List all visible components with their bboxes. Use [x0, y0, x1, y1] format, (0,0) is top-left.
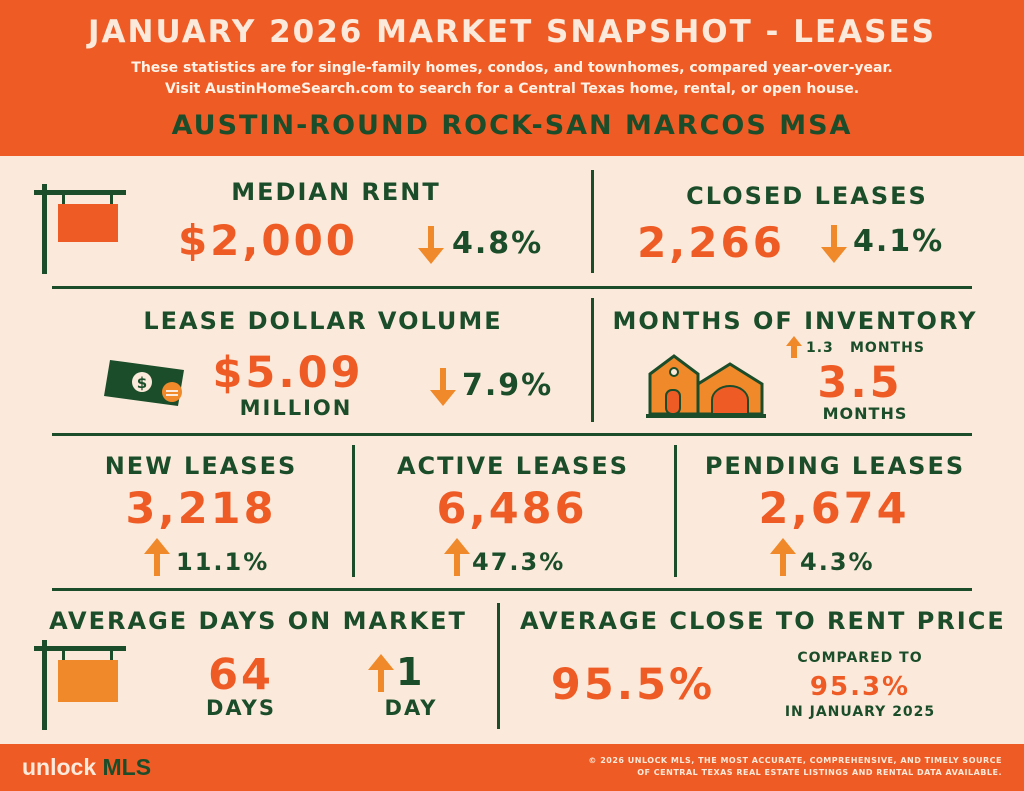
arrow-up-icon — [144, 538, 170, 576]
lease-dollar-volume-change: 7.9% — [462, 368, 554, 403]
avg-close-to-rent-value: 95.5% — [550, 660, 716, 710]
avg-days-on-market-label: AVERAGE DAYS ON MARKET — [49, 607, 467, 635]
region-title: AUSTIN-ROUND ROCK-SAN MARCOS MSA — [171, 110, 853, 141]
footer-banner: unlock MLS © 2026 UNLOCK MLS, THE MOST A… — [0, 744, 1024, 791]
unlock-mls-logo: unlock MLS — [22, 754, 151, 781]
closed-leases-label: CLOSED LEASES — [686, 182, 928, 210]
active-leases-value: 6,486 — [436, 484, 588, 534]
copyright-line-1: © 2026 UNLOCK MLS, THE MOST ACCURATE, CO… — [588, 756, 1002, 765]
arrow-up-icon — [368, 654, 394, 692]
avg-days-on-market-unit: DAYS — [205, 696, 276, 720]
subtitle-line-1: These statistics are for single-family h… — [131, 60, 893, 76]
house-icon — [646, 354, 766, 418]
pending-leases-change: 4.3% — [800, 548, 875, 576]
arrow-up-icon — [444, 538, 470, 576]
avg-days-on-market-change-unit: DAY — [384, 696, 438, 720]
divider — [674, 445, 677, 577]
pending-leases-label: PENDING LEASES — [704, 452, 966, 480]
lease-dollar-volume-label: LEASE DOLLAR VOLUME — [143, 307, 503, 335]
new-leases-value: 3,218 — [125, 484, 277, 534]
arrow-down-icon — [821, 225, 847, 263]
arrow-down-icon — [430, 368, 456, 406]
logo-mls: MLS — [102, 754, 152, 780]
logo-unlock: unlock — [22, 754, 97, 780]
divider — [591, 298, 594, 422]
active-leases-change: 47.3% — [472, 548, 566, 576]
divider — [52, 433, 972, 436]
divider — [352, 445, 355, 577]
pending-leases-value: 2,674 — [758, 484, 910, 534]
hanging-sign-icon — [34, 640, 126, 730]
compared-value: 95.3% — [809, 672, 911, 702]
svg-text:$: $ — [137, 374, 147, 392]
compared-to-label: COMPARED TO — [797, 650, 923, 666]
lease-dollar-volume-value: $5.09 — [212, 348, 364, 398]
lease-dollar-volume-unit: MILLION — [239, 396, 353, 420]
header-banner: JANUARY 2026 MARKET SNAPSHOT - LEASES Th… — [0, 0, 1024, 156]
arrow-down-icon — [418, 226, 444, 264]
months-of-inventory-change-unit: MONTHS — [850, 340, 925, 356]
subtitle-line-2: Visit AustinHomeSearch.com to search for… — [164, 81, 860, 97]
copyright-notice: © 2026 UNLOCK MLS, THE MOST ACCURATE, CO… — [588, 755, 1002, 779]
avg-close-to-rent-label: AVERAGE CLOSE TO RENT PRICE — [520, 607, 1006, 635]
months-of-inventory-change: 1.3 — [806, 340, 834, 356]
median-rent-value: $2,000 — [177, 216, 359, 265]
months-of-inventory-value: 3.5 — [817, 358, 903, 408]
closed-leases-value: 2,266 — [637, 218, 785, 267]
divider — [52, 286, 972, 289]
months-of-inventory-label: MONTHS OF INVENTORY — [612, 307, 978, 335]
arrow-up-icon — [770, 538, 796, 576]
copyright-line-2: OF CENTRAL TEXAS REAL ESTATE LISTINGS AN… — [637, 768, 1002, 777]
new-leases-label: NEW LEASES — [104, 452, 298, 480]
cash-icon: $ — [104, 360, 184, 406]
compared-period: IN JANUARY 2025 — [784, 704, 936, 720]
divider — [497, 603, 500, 729]
months-of-inventory-unit: MONTHS — [822, 404, 908, 423]
divider — [591, 170, 594, 273]
avg-days-on-market-value: 64 — [208, 650, 274, 700]
page-title: JANUARY 2026 MARKET SNAPSHOT - LEASES — [88, 14, 936, 50]
active-leases-label: ACTIVE LEASES — [396, 452, 630, 480]
median-rent-label: MEDIAN RENT — [231, 178, 441, 206]
median-rent-change: 4.8% — [452, 226, 544, 261]
arrow-up-icon — [786, 336, 802, 358]
new-leases-change: 11.1% — [176, 548, 270, 576]
closed-leases-change: 4.1% — [853, 224, 945, 259]
hanging-sign-icon — [34, 184, 126, 274]
divider — [52, 588, 972, 591]
avg-days-on-market-change: 1 — [396, 650, 425, 694]
